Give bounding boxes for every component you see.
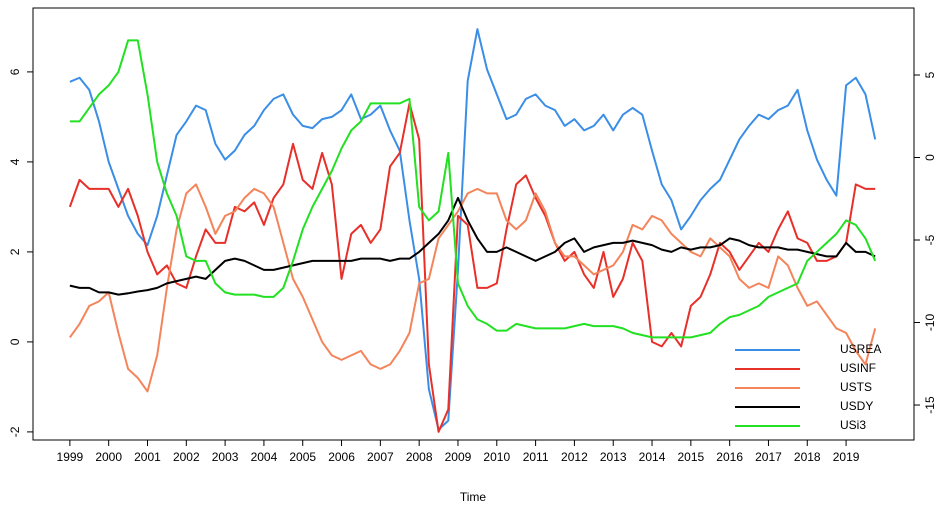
- x-tick-label: 2004: [251, 450, 278, 464]
- x-tick-label: 2012: [561, 450, 588, 464]
- x-tick-label: 2002: [173, 450, 200, 464]
- x-tick-label: 2015: [677, 450, 704, 464]
- x-tick-label: 2019: [833, 450, 860, 464]
- x-tick-label: 2008: [406, 450, 433, 464]
- x-tick-label: 2011: [523, 450, 549, 464]
- y-tick-label: 2: [8, 248, 22, 255]
- y-tick-label: 4: [8, 158, 22, 165]
- series-line: [68, 102, 876, 433]
- y-tick-label: -2: [8, 426, 22, 437]
- x-tick-label: 1999: [57, 450, 84, 464]
- y2-tick-label: 0: [923, 154, 937, 161]
- y2-tick-label: -15: [923, 396, 937, 414]
- x-tick-label: 2005: [289, 450, 316, 464]
- legend-label: USTS: [840, 380, 872, 394]
- legend-label: USREA: [840, 342, 881, 356]
- y2-tick-label: 5: [923, 71, 937, 78]
- x-tick-label: 2010: [483, 450, 510, 464]
- x-tick-label: 2009: [445, 450, 472, 464]
- series-line: [69, 28, 877, 431]
- y2-tick-label: -10: [923, 314, 937, 332]
- x-tick-label: 2013: [600, 450, 627, 464]
- x-tick-label: 2006: [328, 450, 355, 464]
- x-tick-label: 2017: [755, 450, 782, 464]
- x-tick-label: 2001: [134, 450, 161, 464]
- y-tick-label: 0: [8, 338, 22, 345]
- plot-frame: [32, 7, 915, 441]
- x-tick-label: 2014: [639, 450, 666, 464]
- y2-tick-label: -5: [923, 234, 937, 245]
- x-tick-label: 2016: [716, 450, 743, 464]
- y-tick-label: 6: [8, 68, 22, 75]
- legend-label: USINF: [840, 361, 876, 375]
- series-line: [69, 196, 876, 296]
- x-tick-label: 2007: [367, 450, 394, 464]
- x-tick-label: 2018: [794, 450, 821, 464]
- x-tick-label: 2003: [212, 450, 239, 464]
- legend-label: USi3: [840, 418, 866, 432]
- x-axis-label: Time: [460, 490, 487, 504]
- series-line: [69, 183, 877, 393]
- series-line: [69, 39, 877, 339]
- x-tick-label: 2000: [95, 450, 122, 464]
- legend-label: USDY: [840, 399, 873, 413]
